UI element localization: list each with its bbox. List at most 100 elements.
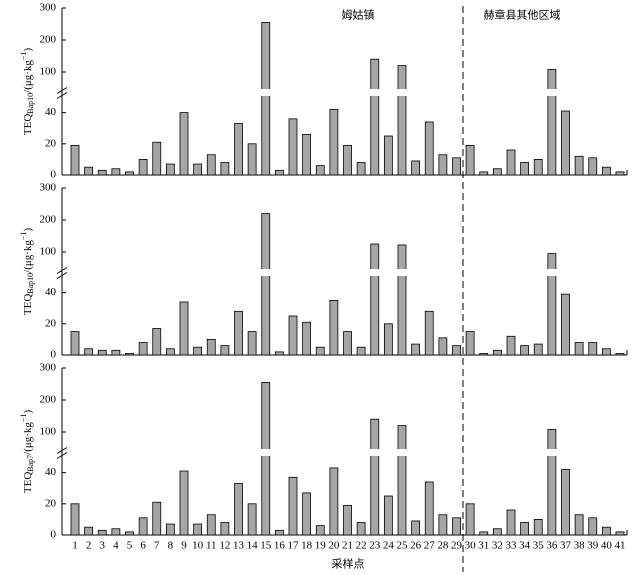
y-tick-label: 40 xyxy=(45,286,57,298)
bar xyxy=(193,163,203,176)
bar xyxy=(220,162,230,176)
bar xyxy=(165,163,175,176)
x-tick-label: 37 xyxy=(560,540,572,552)
bar xyxy=(247,143,257,176)
x-tick-label: 6 xyxy=(140,540,146,552)
y-axis-label: TEQBap7/(μg·kg−1) xyxy=(19,410,35,494)
bar xyxy=(288,118,298,176)
x-tick-label: 26 xyxy=(410,540,422,552)
x-tick-label: 32 xyxy=(492,540,503,552)
bar xyxy=(138,517,148,536)
y-tick-label: 20 xyxy=(45,497,57,509)
bar xyxy=(152,141,162,176)
x-axis-label: 采样点 xyxy=(332,557,365,571)
bar xyxy=(206,154,216,176)
x-tick-label: 24 xyxy=(383,540,395,552)
bar-break xyxy=(260,449,271,456)
bar xyxy=(506,509,516,536)
x-tick-label: 17 xyxy=(288,540,300,552)
bar xyxy=(615,353,625,356)
bar xyxy=(220,345,230,356)
bar xyxy=(315,165,325,176)
bar xyxy=(492,168,502,176)
y-axis-label-part: TEQ xyxy=(22,114,34,135)
bar xyxy=(561,293,570,356)
x-tick-label: 27 xyxy=(424,540,436,552)
y-tick-label: 300 xyxy=(40,362,57,374)
y-axis-label-part: −1 xyxy=(19,52,28,61)
bar xyxy=(588,157,598,176)
bar xyxy=(533,158,543,176)
bar xyxy=(465,331,475,356)
x-tick-label: 28 xyxy=(437,540,449,552)
x-tick-label: 16 xyxy=(274,540,286,552)
bar xyxy=(84,348,94,356)
y-tick-label: 200 xyxy=(40,394,57,406)
bar xyxy=(302,321,312,356)
x-tick-label: 25 xyxy=(397,540,409,552)
x-tick-label: 4 xyxy=(113,540,119,552)
bar xyxy=(193,346,203,356)
bar xyxy=(234,310,243,356)
bar-break xyxy=(397,449,407,456)
bar xyxy=(506,149,516,176)
bar xyxy=(125,171,134,176)
bar xyxy=(356,162,366,176)
bar-break xyxy=(369,89,380,96)
x-tick-label: 20 xyxy=(328,540,340,552)
bar-break xyxy=(369,269,380,276)
bar xyxy=(452,345,461,356)
x-tick-label: 13 xyxy=(233,540,245,552)
annotation: 赫章县其他区域 xyxy=(484,8,561,22)
bar xyxy=(329,109,339,176)
x-tick-label: 10 xyxy=(192,540,204,552)
axis-break xyxy=(56,267,68,279)
y-axis-label-part: ) xyxy=(22,48,34,52)
bar xyxy=(70,331,80,356)
x-tick-label: 5 xyxy=(127,540,133,552)
bar xyxy=(465,144,475,176)
bar xyxy=(370,418,380,536)
x-tick-label: 35 xyxy=(533,540,545,552)
bar xyxy=(274,529,284,536)
bar xyxy=(411,343,421,356)
bar xyxy=(329,299,339,356)
bar xyxy=(424,310,434,356)
y-axis-label: TEQBap10/(μg·kg−1) xyxy=(19,228,35,316)
bar xyxy=(520,522,530,536)
bar xyxy=(438,154,448,176)
x-tick-label: 40 xyxy=(601,540,613,552)
bar-break xyxy=(260,269,271,276)
bar xyxy=(424,121,434,176)
bar xyxy=(561,469,570,536)
bar xyxy=(411,160,421,176)
y-axis-label-part: TEQ xyxy=(22,294,34,315)
bar xyxy=(601,166,611,176)
bar xyxy=(206,338,216,356)
bar xyxy=(84,526,94,536)
y-tick-label: 0 xyxy=(51,349,57,361)
bar xyxy=(615,171,625,176)
y-tick-label: 20 xyxy=(45,137,57,149)
y-axis-label-part: Bap7 xyxy=(26,455,35,472)
bar xyxy=(165,523,175,536)
x-tick-label: 1 xyxy=(72,540,78,552)
bar xyxy=(574,155,584,176)
x-tick-label: 15 xyxy=(260,540,272,552)
y-axis-label: TEQBap10/(μg·kg−1) xyxy=(19,48,35,136)
bar xyxy=(506,335,516,356)
bar xyxy=(520,345,530,356)
bar xyxy=(438,337,448,356)
bar xyxy=(70,503,80,536)
bar xyxy=(383,495,393,536)
bar xyxy=(97,169,107,176)
x-tick-label: 11 xyxy=(206,540,217,552)
y-axis-label-part: /(μg·kg xyxy=(22,422,34,455)
bar xyxy=(397,425,407,536)
y-tick-label: 100 xyxy=(40,66,57,78)
bar xyxy=(343,504,352,536)
bar xyxy=(424,481,434,536)
bar xyxy=(111,528,121,536)
bar xyxy=(547,429,557,536)
x-tick-label: 8 xyxy=(168,540,174,552)
